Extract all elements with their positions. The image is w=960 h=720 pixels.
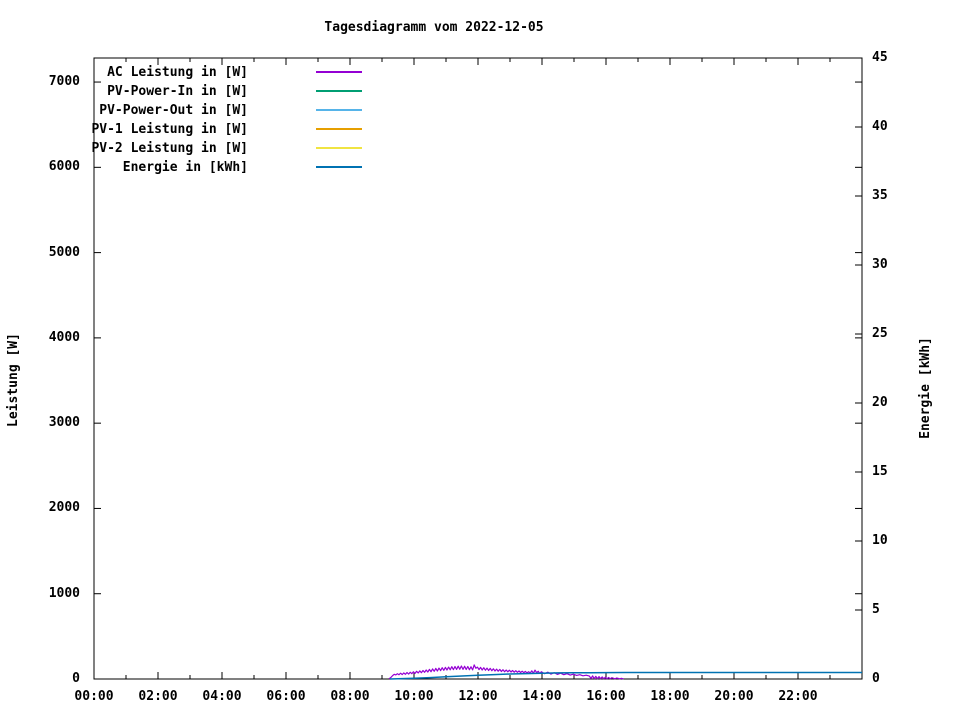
x-tick-label: 10:00 xyxy=(394,689,434,704)
legend-line-sample xyxy=(316,147,362,149)
series-line-5 xyxy=(389,671,862,680)
x-tick-label: 14:00 xyxy=(522,689,562,704)
legend-item: PV-2 Leistung in [W] xyxy=(0,139,400,158)
y-tick-label: 6000 xyxy=(48,159,80,175)
y2-tick-label: 30 xyxy=(872,257,888,272)
y2-tick-label: 15 xyxy=(872,464,888,479)
x-tick-label: 18:00 xyxy=(650,689,690,704)
y2-tick-label: 35 xyxy=(872,188,888,203)
legend-item: PV-1 Leistung in [W] xyxy=(0,120,400,139)
legend-item: AC Leistung in [W] xyxy=(0,63,400,82)
y2-tick-label: 45 xyxy=(872,50,888,65)
legend-item: PV-Power-Out in [W] xyxy=(0,101,400,120)
y-tick-label: 1000 xyxy=(48,585,80,601)
series-line-0 xyxy=(388,664,624,680)
x-tick-label: 06:00 xyxy=(266,689,306,704)
x-tick-label: 00:00 xyxy=(74,689,114,704)
y2-tick-label: 5 xyxy=(872,602,880,617)
y2-tick-label: 0 xyxy=(872,671,880,686)
legend-item: Energie in [kWh] xyxy=(0,158,400,177)
y-tick-label: 5000 xyxy=(48,244,80,260)
y2-tick-label: 40 xyxy=(872,119,888,134)
legend-label: AC Leistung in [W] xyxy=(107,65,248,80)
y2-tick-label: 20 xyxy=(872,395,888,410)
y-tick-label: 4000 xyxy=(48,329,80,345)
x-tick-label: 22:00 xyxy=(778,689,818,704)
y2-tick-label: 25 xyxy=(872,326,888,341)
y2-tick-label: 10 xyxy=(872,533,888,548)
y-tick-label: 7000 xyxy=(48,74,80,90)
legend-label: PV-Power-In in [W] xyxy=(107,84,248,99)
x-tick-label: 20:00 xyxy=(714,689,754,704)
y-tick-label: 3000 xyxy=(48,415,80,431)
x-tick-label: 08:00 xyxy=(330,689,370,704)
legend-line-sample xyxy=(316,109,362,111)
legend-line-sample xyxy=(316,71,362,73)
y-tick-label: 0 xyxy=(72,671,80,686)
legend-line-sample xyxy=(316,90,362,92)
legend-label: PV-1 Leistung in [W] xyxy=(91,122,248,137)
x-tick-label: 12:00 xyxy=(458,689,498,704)
legend-line-sample xyxy=(316,128,362,130)
x-tick-label: 04:00 xyxy=(202,689,242,704)
legend-label: PV-2 Leistung in [W] xyxy=(91,141,248,156)
x-tick-label: 16:00 xyxy=(586,689,626,704)
y-tick-label: 2000 xyxy=(48,500,80,516)
legend: AC Leistung in [W] PV-Power-In in [W] PV-P… xyxy=(0,63,400,179)
legend-line-sample xyxy=(316,166,362,168)
legend-item: PV-Power-In in [W] xyxy=(0,82,400,101)
chart-title: Tagesdiagramm vom 2022-12-05 xyxy=(324,20,544,35)
x-tick-label: 02:00 xyxy=(138,689,178,704)
legend-label: PV-Power-Out in [W] xyxy=(99,103,248,118)
legend-label: Energie in [kWh] xyxy=(122,160,248,175)
